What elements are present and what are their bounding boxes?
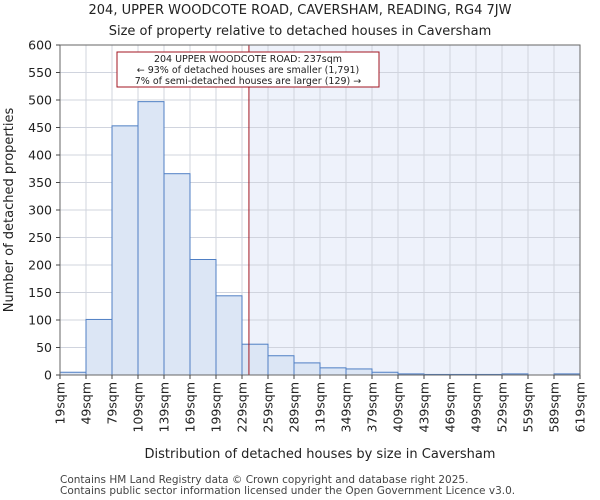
y-tick-label: 200 [28, 258, 52, 273]
x-tick-label: 499sqm [469, 382, 484, 432]
annotation-frame [116, 51, 380, 88]
footer-line-2: Contains public sector information licen… [60, 485, 515, 497]
histogram-bar [163, 173, 191, 376]
y-tick-label: 50 [36, 340, 52, 355]
annotation-line-1: 204 UPPER WOODCOTE ROAD: 237sqm [154, 54, 342, 65]
annotation-line-2: ← 93% of detached houses are smaller (1,… [137, 65, 360, 76]
y-tick-label: 550 [28, 65, 52, 80]
histogram-bar [111, 125, 139, 376]
y-tick-label: 0 [44, 368, 52, 383]
x-tick-label: 469sqm [443, 382, 458, 432]
y-tick-label: 350 [28, 175, 52, 190]
x-tick-label: 379sqm [365, 382, 380, 432]
histogram-bar [241, 343, 269, 376]
y-tick-label: 300 [28, 203, 52, 218]
histogram-bar [215, 295, 243, 376]
x-tick-label: 199sqm [209, 382, 224, 432]
y-tick-label: 100 [28, 313, 52, 328]
chart-subtitle: Size of property relative to detached ho… [109, 24, 492, 39]
x-tick-label: 349sqm [339, 382, 354, 432]
chart-title: 204, UPPER WOODCOTE ROAD, CAVERSHAM, REA… [89, 3, 512, 18]
histogram-bar [293, 362, 321, 376]
x-tick-label: 529sqm [495, 382, 510, 432]
x-tick-label: 49sqm [79, 382, 94, 425]
x-tick-label: 559sqm [521, 382, 536, 432]
x-tick-label: 229sqm [235, 382, 250, 432]
x-tick-label: 19sqm [53, 382, 68, 425]
x-tick-label: 319sqm [313, 382, 328, 432]
histogram-bar [85, 318, 113, 376]
x-tick-label: 259sqm [261, 382, 276, 432]
x-axis-title: Distribution of detached houses by size … [145, 447, 496, 462]
annotation-box: 204 UPPER WOODCOTE ROAD: 237sqm ← 93% of… [116, 51, 380, 88]
annotation-line-3: 7% of semi-detached houses are larger (1… [135, 76, 362, 87]
histogram-bar [189, 259, 217, 376]
x-axis-ticks: 19sqm 49sqm 79sqm 109sqm 139sqm 169sqm 199sqm 2… [53, 375, 588, 432]
y-tick-label: 150 [28, 285, 52, 300]
x-tick-label: 109sqm [131, 382, 146, 432]
footer-line-1: Contains HM Land Registry data © Crown c… [60, 474, 468, 486]
y-tick-label: 600 [28, 38, 52, 53]
x-tick-label: 439sqm [417, 382, 432, 432]
x-tick-label: 289sqm [287, 382, 302, 432]
histogram-bar [345, 368, 373, 376]
x-tick-label: 619sqm [573, 382, 588, 432]
x-tick-label: 139sqm [157, 382, 172, 432]
x-tick-label: 589sqm [547, 382, 562, 432]
x-tick-label: 169sqm [183, 382, 198, 432]
y-axis-title: Number of detached properties [2, 108, 17, 313]
y-axis-ticks: 0 50 100 150 200 250 300 350 400 450 500 550 600 [28, 38, 60, 383]
histogram-bar [137, 101, 165, 376]
y-tick-label: 250 [28, 230, 52, 245]
y-tick-label: 500 [28, 93, 52, 108]
x-tick-label: 409sqm [391, 382, 406, 432]
histogram-bar [267, 355, 295, 376]
x-tick-label: 79sqm [105, 382, 120, 425]
y-tick-label: 400 [28, 148, 52, 163]
y-tick-label: 450 [28, 120, 52, 135]
histogram-bar [319, 367, 347, 376]
